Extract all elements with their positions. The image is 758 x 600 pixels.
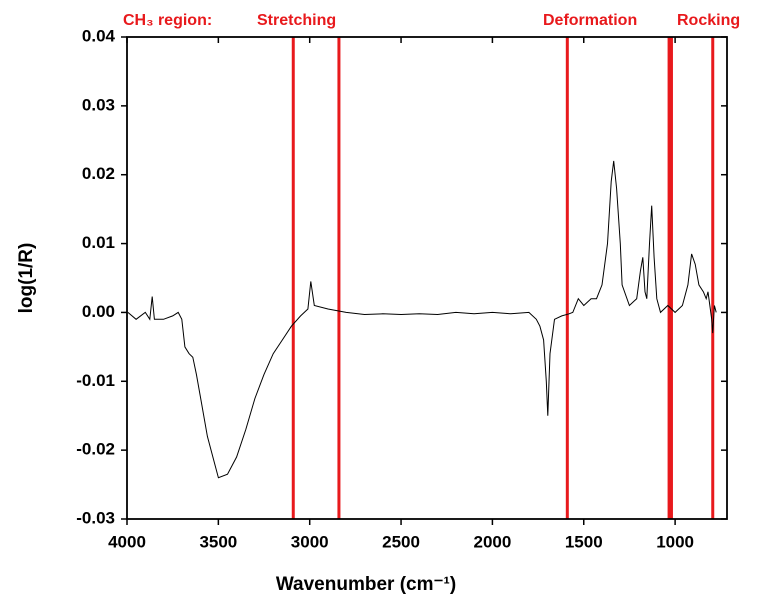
y-tick-label: 0.02: [82, 164, 115, 183]
plot-frame: [126, 36, 728, 520]
y-tick-label: -0.03: [76, 508, 115, 527]
spectrum-line: [127, 160, 717, 479]
region-annotation: Deformation: [543, 12, 637, 29]
x-tick-label: 4000: [108, 532, 146, 551]
y-tick-label: -0.02: [76, 440, 115, 459]
y-tick-label: 0.01: [82, 233, 115, 252]
region-annotation: Rocking: [677, 12, 740, 29]
y-tick-label: -0.01: [76, 371, 115, 390]
region-annotation: CH₃ region:: [123, 12, 212, 29]
x-tick-label: 1500: [565, 532, 603, 551]
y-tick-label: 0.00: [82, 302, 115, 321]
x-tick-label: 2500: [382, 532, 420, 551]
x-tick-label: 1000: [656, 532, 694, 551]
y-tick-label: 0.03: [82, 95, 115, 114]
x-tick-label: 3500: [199, 532, 237, 551]
y-axis-title: log(1/R): [16, 243, 37, 314]
x-tick-label: 2000: [473, 532, 511, 551]
x-axis-title: Wavenumber (cm⁻¹): [276, 574, 456, 595]
y-tick-label: 0.04: [82, 26, 116, 45]
region-annotation: Stretching: [257, 12, 336, 29]
x-tick-label: 3000: [291, 532, 329, 551]
